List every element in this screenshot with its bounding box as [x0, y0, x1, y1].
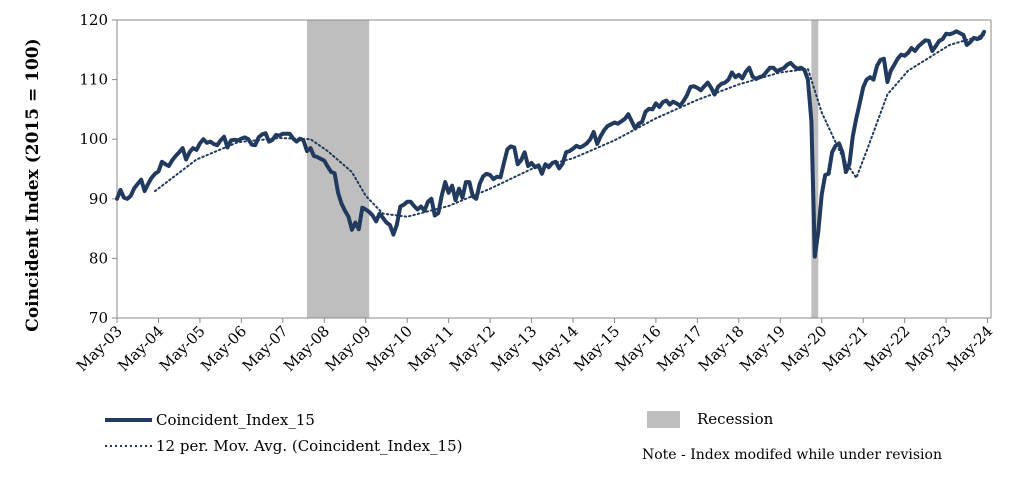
- y-tick-labels: 70 80 90 100 110 120: [79, 11, 117, 327]
- series-lines: [115, 29, 987, 259]
- series-line-2: [154, 33, 986, 218]
- y-tick-label: 70: [89, 309, 108, 327]
- series-line-1: [115, 29, 987, 259]
- y-tick-label: 90: [89, 190, 108, 208]
- legend: Coincident_Index_15 12 per. Mov. Avg. (C…: [105, 410, 774, 455]
- legend-label-recession: Recession: [697, 410, 774, 428]
- recession-band-2: [811, 20, 819, 318]
- y-tick-label: 80: [89, 249, 108, 267]
- axes: [116, 19, 992, 319]
- x-tick-labels: May-03May-04May-05May-06May-07May-08May-…: [73, 318, 996, 375]
- recession-band-1: [307, 20, 370, 318]
- y-tick-label: 120: [79, 11, 108, 29]
- y-axis-title: Coincident Index (2015 = 100): [23, 38, 43, 331]
- legend-label-series-1: Coincident_Index_15: [156, 411, 315, 429]
- chart-note: Note - Index modifed while under revisio…: [642, 447, 942, 463]
- y-tick-label: 100: [79, 130, 108, 148]
- x-tick-label: May-24: [943, 322, 996, 375]
- y-tick-label: 110: [79, 71, 108, 89]
- recession-bands: [307, 20, 819, 318]
- legend-swatch-recession: [647, 411, 680, 428]
- legend-label-series-2: 12 per. Mov. Avg. (Coincident_Index_15): [156, 437, 463, 455]
